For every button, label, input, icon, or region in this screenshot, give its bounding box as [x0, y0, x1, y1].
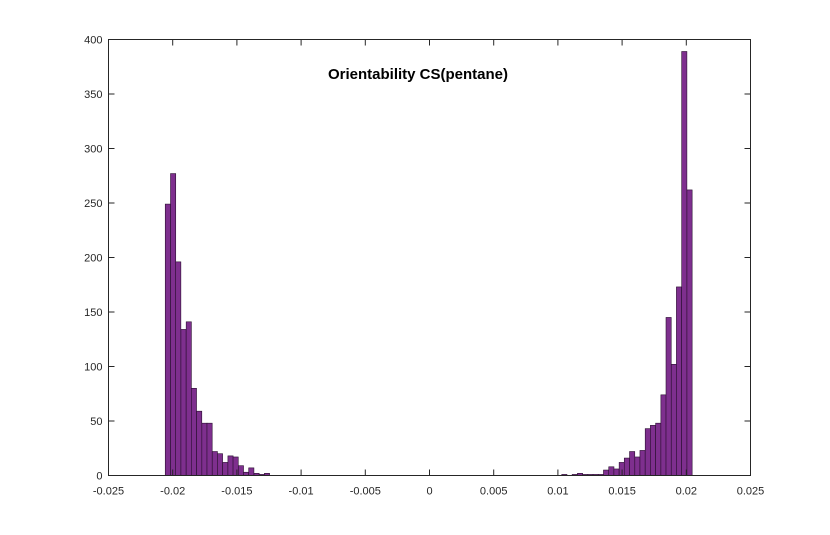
histogram-bar: [686, 189, 693, 476]
histogram-bar: [665, 317, 672, 476]
histogram-bar: [238, 465, 244, 476]
y-tick-label: 200: [84, 253, 102, 265]
y-tick-label: 400: [84, 35, 102, 47]
x-tick-label: -0.025: [93, 486, 124, 498]
x-tick-label: 0: [426, 486, 432, 498]
y-tick-label: 50: [90, 416, 102, 428]
histogram-bar: [676, 286, 682, 476]
histogram-bar: [191, 387, 197, 476]
histogram-bar: [639, 450, 646, 476]
histogram-bar: [248, 467, 255, 476]
histogram-bar: [629, 451, 636, 476]
histogram-bar: [655, 422, 662, 476]
x-tick-label: 0.015: [608, 486, 636, 498]
histogram-bar: [613, 468, 620, 476]
histogram-bar: [681, 51, 688, 476]
x-tick-label: 0.01: [547, 486, 568, 498]
x-tick-label: -0.015: [221, 486, 252, 498]
y-tick-label: 300: [84, 144, 102, 156]
x-tick-label: -0.02: [160, 486, 185, 498]
histogram-bar: [660, 394, 667, 476]
histogram-bar: [222, 462, 229, 476]
histogram-bar: [170, 173, 177, 476]
histogram-bar: [201, 422, 208, 476]
x-tick-label: -0.005: [350, 486, 381, 498]
x-tick-label: 0.005: [480, 486, 508, 498]
histogram-bar: [634, 456, 641, 476]
x-tick-label: -0.01: [289, 486, 314, 498]
histogram-bar: [211, 451, 218, 476]
y-tick-label: 250: [84, 198, 102, 210]
histogram-bar: [180, 329, 187, 476]
histogram-bar: [650, 425, 656, 476]
histogram-bar: [644, 428, 651, 476]
y-tick-label: 350: [84, 89, 102, 101]
chart-title: Orientability CS(pentane): [328, 66, 508, 83]
histogram-bar: [227, 455, 234, 476]
histogram-bar: [232, 456, 239, 476]
histogram-bar: [670, 364, 677, 476]
histogram-bar: [164, 203, 171, 476]
x-tick-label: 0.025: [737, 486, 765, 498]
histogram-bar: [185, 321, 192, 476]
x-tick-label: 0.02: [676, 486, 697, 498]
histogram-bar: [206, 422, 213, 476]
y-tick-label: 100: [84, 362, 102, 374]
axis-ticks: -0.025 -0.02 -0.015 -0.01 -0.005 0 0.005 0.01 0.…: [84, 35, 764, 498]
plot-area: [108, 39, 751, 476]
histogram-bar: [608, 466, 615, 476]
histogram-bar: [175, 261, 182, 476]
histogram-bar: [603, 469, 609, 476]
y-tick-label: 150: [84, 307, 102, 319]
histogram-bar: [623, 457, 630, 476]
histogram-bar: [217, 453, 223, 476]
histogram-bar: [196, 410, 203, 476]
y-tick-label: 0: [96, 471, 102, 483]
